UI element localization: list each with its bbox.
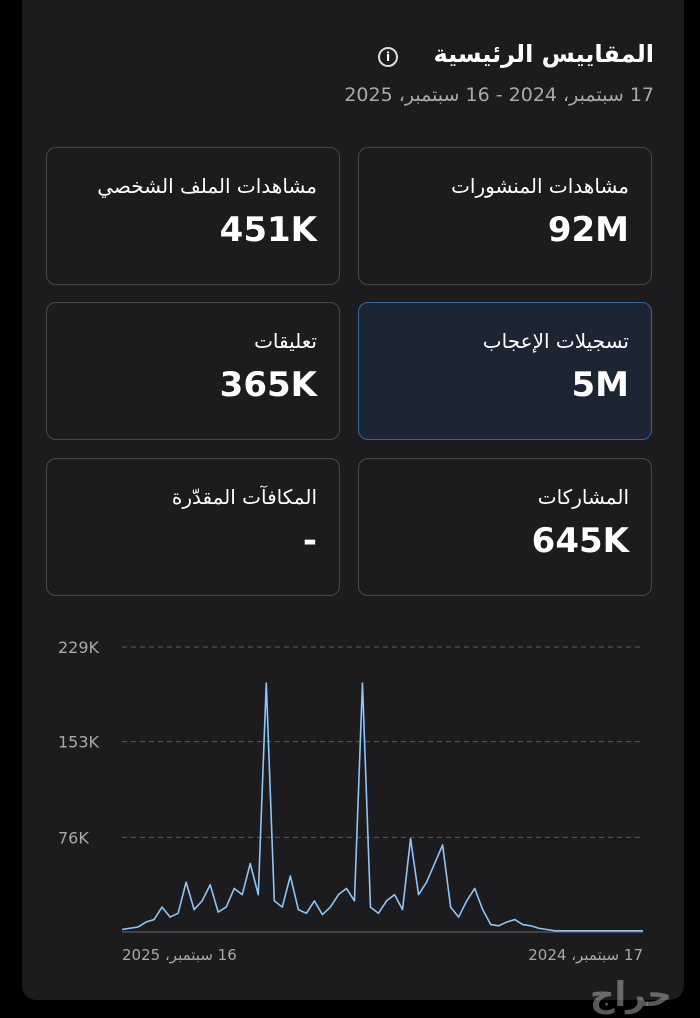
- watermark: حراج: [590, 975, 672, 1015]
- metric-value: 92M: [547, 210, 629, 250]
- x-tick-label: 17 سبتمبر، 2024: [528, 946, 643, 964]
- metric-value: 365K: [219, 365, 317, 405]
- metric-label: تعليقات: [254, 329, 317, 353]
- metric-card[interactable]: المكافآت المقدّرة -: [46, 458, 340, 596]
- metric-label: المشاركات: [537, 485, 629, 509]
- metric-value: 451K: [219, 210, 317, 250]
- metric-card[interactable]: مشاهدات الملف الشخصي 451K: [46, 147, 340, 285]
- metric-label: مشاهدات المنشورات: [451, 174, 629, 198]
- y-tick-label: 153K: [58, 733, 100, 752]
- metric-value: 5M: [571, 365, 630, 405]
- metric-card[interactable]: المشاركات 645K: [358, 458, 652, 596]
- metric-label: مشاهدات الملف الشخصي: [97, 174, 317, 198]
- panel: [22, 0, 684, 1000]
- date-range: 17 سبتمبر، 2024 - 16 سبتمبر، 2025: [344, 84, 654, 106]
- info-icon[interactable]: i: [378, 47, 398, 67]
- metric-value: 645K: [531, 521, 629, 561]
- y-tick-label: 229K: [58, 638, 100, 657]
- title: المقاييس الرئيسية: [433, 40, 654, 68]
- y-tick-label: 76K: [58, 828, 89, 847]
- metric-label: تسجيلات الإعجاب: [482, 329, 629, 353]
- metric-card[interactable]: تسجيلات الإعجاب 5M: [358, 302, 652, 440]
- metric-card[interactable]: مشاهدات المنشورات 92M: [358, 147, 652, 285]
- line: [121, 682, 643, 932]
- metric-card[interactable]: تعليقات 365K: [46, 302, 340, 440]
- metric-label: المكافآت المقدّرة: [171, 485, 317, 509]
- x-tick-label: 16 سبتمبر، 2025: [122, 946, 237, 964]
- metric-value: -: [302, 521, 317, 561]
